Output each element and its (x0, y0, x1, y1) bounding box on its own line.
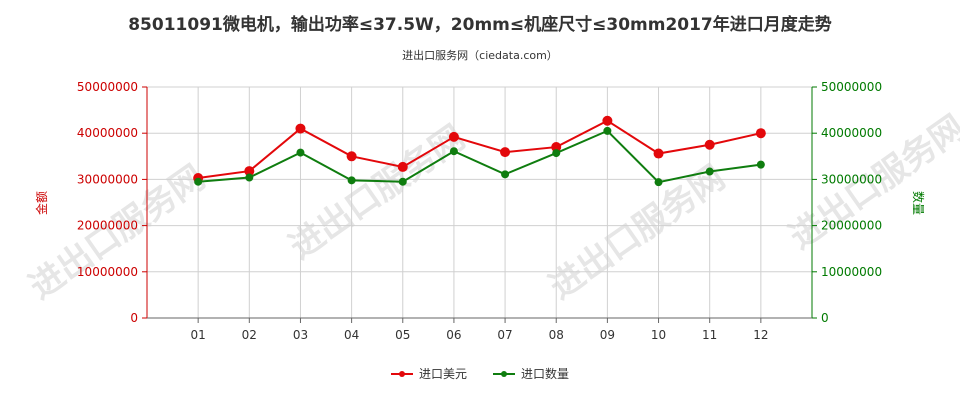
data-point-value[interactable] (755, 128, 766, 139)
left-tick-label: 0 (130, 311, 138, 325)
x-tick-label: 07 (497, 328, 512, 342)
chart-title: 85011091微电机，输出功率≤37.5W，20mm≤机座尺寸≤30mm201… (128, 15, 832, 35)
x-tick-label: 01 (191, 328, 206, 342)
right-tick-label: 30000000 (821, 172, 882, 186)
data-point-quantity[interactable] (398, 177, 407, 186)
data-point-quantity[interactable] (194, 177, 203, 186)
data-point-quantity[interactable] (296, 148, 305, 157)
left-tick-label: 50000000 (77, 80, 138, 94)
legend-label-quantity: 进口数量 (521, 367, 570, 381)
x-tick-label: 09 (600, 328, 615, 342)
x-tick-label: 02 (242, 328, 257, 342)
left-tick-label: 30000000 (77, 172, 138, 186)
left-axis-label: 金额 (34, 191, 49, 215)
data-point-quantity[interactable] (654, 178, 663, 187)
series-layer (193, 115, 766, 187)
right-axis-label: 数量 (911, 191, 926, 215)
legend: 进口美元 进口数量 (0, 365, 960, 382)
data-point-value[interactable] (448, 131, 459, 142)
watermark-layer: 进出口服务网 进出口服务网 进出口服务网 进出口服务网 (22, 108, 960, 308)
x-tick-label: 08 (549, 328, 564, 342)
data-point-value[interactable] (244, 166, 255, 177)
x-tick-label: 11 (702, 328, 717, 342)
data-point-quantity[interactable] (501, 170, 510, 179)
data-point-value[interactable] (551, 142, 562, 153)
watermark-text: 进出口服务网 (282, 118, 472, 268)
series-line-value (198, 119, 762, 180)
data-point-value[interactable] (653, 148, 664, 159)
legend-swatch-value (390, 369, 413, 379)
right-tick-label: 20000000 (821, 219, 882, 233)
legend-swatch-quantity (493, 369, 515, 379)
data-point-value[interactable] (397, 161, 408, 172)
x-tick-label: 10 (651, 328, 666, 342)
legend-item-quantity[interactable]: 进口数量 (493, 365, 569, 382)
data-point-quantity[interactable] (552, 149, 561, 158)
x-tick-label: 06 (446, 328, 461, 342)
x-tick-label: 04 (344, 328, 359, 342)
x-tick-label: 12 (753, 328, 768, 342)
data-point-quantity[interactable] (756, 160, 765, 169)
data-point-value[interactable] (500, 147, 511, 158)
right-tick-label: 10000000 (821, 265, 882, 279)
series-line-quantity (198, 129, 761, 184)
right-tick-label: 50000000 (821, 80, 882, 94)
data-point-value[interactable] (295, 123, 306, 134)
data-point-quantity[interactable] (245, 173, 254, 182)
right-tick-label: 40000000 (821, 126, 882, 140)
chart-subtitle: 进出口服务网（ciedata.com） (402, 49, 558, 62)
right-tick-label: 0 (821, 311, 829, 325)
left-tick-label: 10000000 (77, 265, 138, 279)
data-point-value[interactable] (602, 115, 613, 126)
legend-item-value[interactable]: 进口美元 (390, 365, 467, 382)
legend-dot-value (398, 370, 405, 377)
x-tick-label: 05 (395, 328, 410, 342)
axes: 0 10000000 20000000 30000000 40000000 5000000… (77, 80, 882, 342)
data-point-value[interactable] (346, 151, 357, 162)
data-point-quantity[interactable] (603, 126, 612, 135)
left-tick-label: 20000000 (77, 219, 138, 233)
data-point-quantity[interactable] (705, 167, 714, 176)
left-tick-label: 40000000 (77, 126, 138, 140)
watermark-text: 进出口服务网 (542, 158, 732, 308)
data-point-value[interactable] (704, 139, 715, 150)
legend-dot-quantity (501, 370, 507, 377)
data-point-quantity[interactable] (449, 147, 458, 156)
data-point-quantity[interactable] (347, 176, 356, 185)
legend-label-value: 进口美元 (418, 367, 467, 381)
x-tick-label: 03 (293, 328, 308, 342)
